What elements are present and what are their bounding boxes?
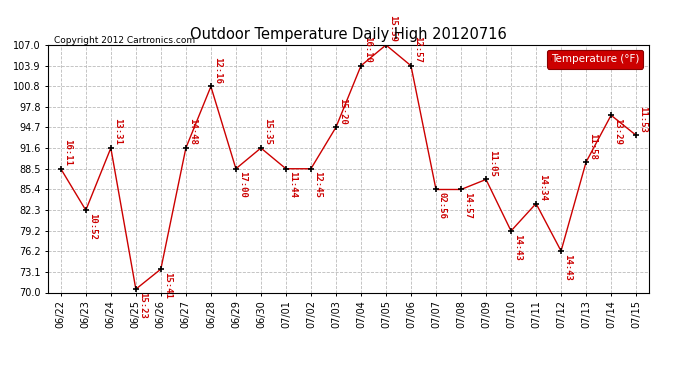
Text: 12:45: 12:45 [313, 171, 322, 198]
Text: 14:34: 14:34 [538, 174, 547, 201]
Text: 15:41: 15:41 [163, 272, 172, 298]
Title: Outdoor Temperature Daily High 20120716: Outdoor Temperature Daily High 20120716 [190, 27, 507, 42]
Text: 16:10: 16:10 [363, 36, 372, 63]
Text: 13:31: 13:31 [113, 118, 122, 146]
Text: 14:57: 14:57 [463, 192, 472, 219]
Text: 12:57: 12:57 [413, 36, 422, 63]
Text: 14:43: 14:43 [563, 254, 572, 280]
Text: 11:53: 11:53 [638, 106, 647, 133]
Text: 10:52: 10:52 [88, 213, 97, 240]
Text: 12:16: 12:16 [213, 57, 222, 84]
Text: 11:44: 11:44 [288, 171, 297, 198]
Text: 13:29: 13:29 [613, 118, 622, 145]
Text: 15:23: 15:23 [138, 292, 147, 319]
Text: 15:20: 15:20 [338, 98, 347, 124]
Text: 14:48: 14:48 [188, 118, 197, 146]
Text: 15:35: 15:35 [263, 118, 272, 146]
Legend: Temperature (°F): Temperature (°F) [546, 50, 643, 69]
Text: 15:59: 15:59 [388, 15, 397, 42]
Text: 11:58: 11:58 [588, 132, 597, 159]
Text: 11:05: 11:05 [488, 150, 497, 177]
Text: 14:43: 14:43 [513, 234, 522, 261]
Text: 16:11: 16:11 [63, 139, 72, 166]
Text: 17:00: 17:00 [238, 171, 247, 198]
Text: 02:56: 02:56 [438, 192, 447, 219]
Text: Copyright 2012 Cartronics.com: Copyright 2012 Cartronics.com [55, 36, 195, 45]
